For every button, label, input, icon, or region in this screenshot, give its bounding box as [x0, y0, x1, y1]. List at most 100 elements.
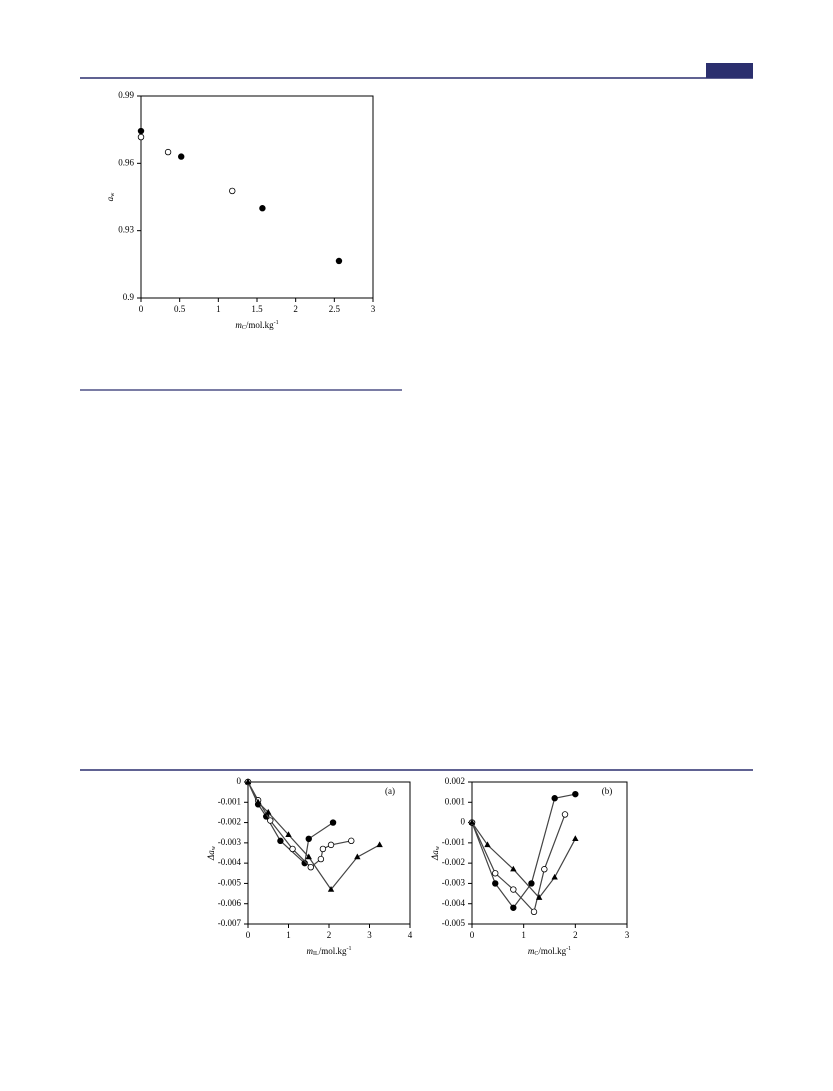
x-tick-label: 1.5: [251, 304, 263, 314]
x-tick-label: 3: [625, 930, 630, 940]
label-main: a: [105, 196, 115, 201]
y-tick-label: -0.007: [218, 918, 242, 928]
x-tick-label: 0.5: [174, 304, 186, 314]
marker: [492, 870, 499, 877]
x-tick-label: 2: [327, 930, 332, 940]
label-sub: IL: [313, 951, 319, 957]
marker: [541, 866, 548, 873]
label-main: Δa: [206, 850, 216, 861]
y-tick-label: 0.96: [118, 157, 134, 167]
marker: [572, 835, 579, 841]
label-unit: /mol.kg: [319, 946, 347, 956]
y-tick-label: -0.003: [442, 877, 466, 887]
marker: [354, 853, 361, 860]
header-tab: [706, 63, 753, 78]
label-sup: -1: [566, 946, 571, 952]
marker: [561, 811, 569, 818]
marker: [307, 864, 314, 871]
marker: [137, 133, 145, 141]
label-main: m: [235, 320, 242, 330]
x-tick-label: 3: [367, 930, 372, 940]
marker: [254, 798, 262, 805]
y-tick-label: -0.002: [442, 857, 465, 867]
x-tick-label: 1: [216, 304, 221, 314]
axis-label: mIL/mol.kg-1: [307, 946, 352, 957]
y-tick-label: -0.002: [218, 817, 241, 827]
marker: [335, 257, 343, 265]
marker: [468, 819, 476, 825]
marker: [327, 841, 335, 849]
y-tick-label: -0.001: [218, 796, 241, 806]
marker: [317, 855, 325, 863]
marker: [528, 880, 535, 887]
marker: [492, 880, 499, 887]
label-sub: w: [110, 192, 116, 197]
marker: [510, 865, 517, 872]
label-unit: /mol.kg: [246, 320, 274, 330]
series-line: [471, 814, 566, 914]
x-tick-label: 0: [139, 304, 144, 314]
marker: [277, 837, 284, 845]
marker: [229, 187, 236, 195]
marker: [305, 835, 312, 842]
marker: [137, 127, 145, 135]
marker: [244, 778, 252, 785]
label-main: m: [528, 946, 535, 956]
y-tick-label: 0.002: [445, 776, 465, 786]
label-main: Δa: [430, 850, 440, 861]
y-tick-label: -0.001: [442, 837, 465, 847]
x-tick-label: 0: [246, 930, 251, 940]
marker: [319, 845, 327, 853]
marker: [265, 808, 272, 815]
x-tick-label: 3: [371, 304, 376, 314]
label-sup: -1: [274, 320, 279, 326]
label-sup: -1: [346, 946, 351, 952]
marker: [164, 148, 172, 156]
marker: [551, 873, 558, 880]
label-sub: w: [435, 845, 441, 850]
series-line: [247, 781, 352, 869]
y-tick-label: 0.9: [123, 292, 135, 302]
series-line: [471, 822, 576, 899]
marker: [551, 795, 558, 802]
axis-label: aw: [105, 192, 116, 202]
plot-frame: [247, 781, 411, 925]
marker: [305, 853, 312, 860]
label-sub: C: [534, 951, 538, 957]
x-tick-label: 0: [470, 930, 475, 940]
axis-label: Δaw: [430, 845, 441, 861]
marker: [327, 886, 335, 892]
y-tick-label: -0.006: [218, 898, 242, 908]
label-unit: /mol.kg: [538, 946, 566, 956]
x-tick-label: 2: [573, 930, 578, 940]
marker: [510, 904, 517, 911]
label-sub: C: [242, 325, 246, 331]
x-tick-label: 2: [293, 304, 298, 314]
axis-label: mC/mol.kg-1: [235, 320, 278, 331]
marker: [289, 845, 296, 853]
marker: [530, 908, 538, 916]
marker: [484, 841, 491, 848]
y-tick-label: 0: [461, 817, 466, 827]
y-tick-label: -0.005: [442, 918, 466, 928]
label-sub: w: [211, 845, 217, 850]
axis-label: mC/mol.kg-1: [528, 946, 571, 957]
marker: [376, 841, 383, 848]
marker: [348, 837, 355, 845]
plot-frame: [471, 781, 628, 925]
marker: [510, 886, 517, 893]
marker: [329, 819, 337, 826]
marker: [178, 153, 185, 160]
y-tick-label: 0.93: [118, 225, 134, 235]
panel-label: (a): [385, 786, 395, 796]
marker: [572, 790, 579, 798]
x-tick-label: 2.5: [329, 304, 341, 314]
marker: [267, 817, 274, 824]
y-tick-label: -0.004: [442, 898, 466, 908]
marker: [535, 894, 543, 900]
plot-frame: [140, 95, 374, 299]
x-tick-label: 4: [408, 930, 413, 940]
x-tick-label: 1: [521, 930, 526, 940]
